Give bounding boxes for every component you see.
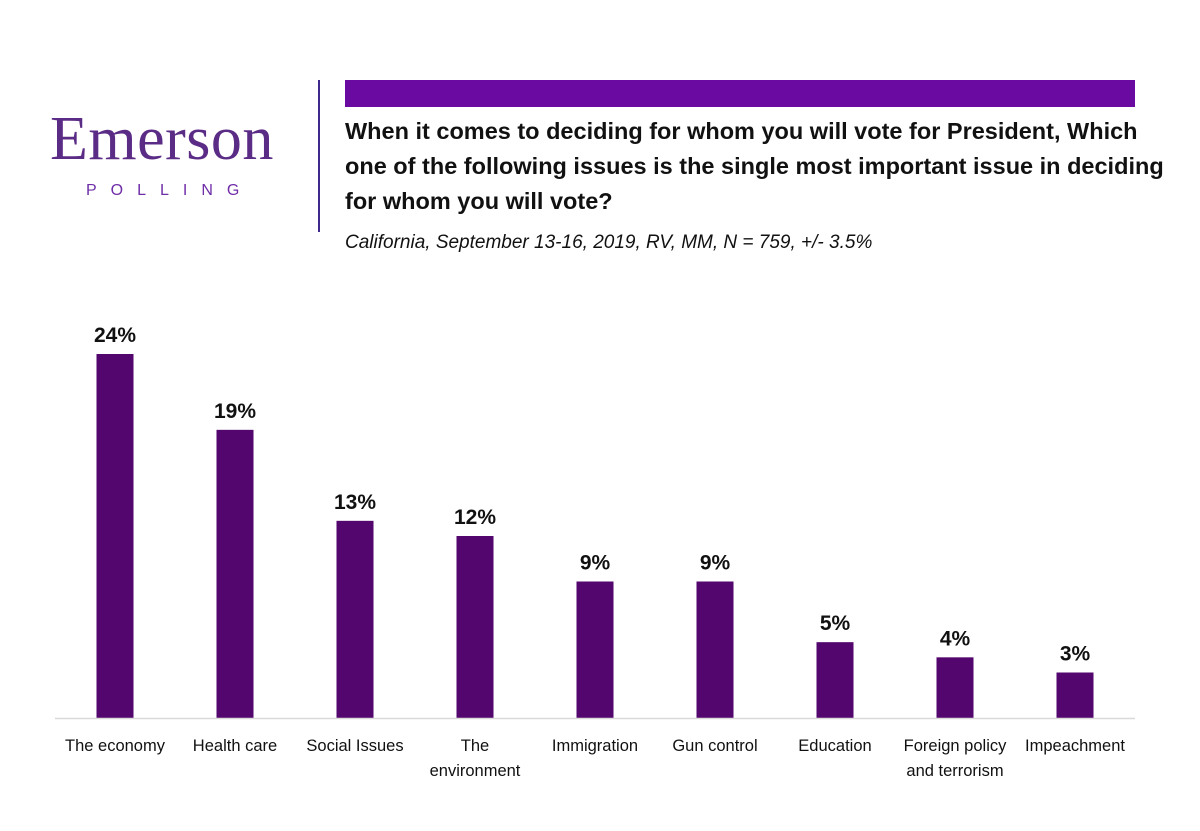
category-label-6: Education bbox=[798, 737, 871, 755]
header-accent-bar bbox=[345, 80, 1135, 107]
category-label-4: Immigration bbox=[552, 737, 638, 755]
data-label-1: 19% bbox=[214, 400, 256, 423]
category-label-2: Social Issues bbox=[306, 737, 403, 755]
bar-3 bbox=[456, 536, 494, 718]
header-divider bbox=[318, 80, 320, 232]
category-label-7-line-1: and terrorism bbox=[906, 762, 1003, 780]
bar-0 bbox=[96, 354, 134, 718]
bar-7 bbox=[936, 657, 974, 718]
data-label-2: 13% bbox=[334, 491, 376, 514]
category-label-5: Gun control bbox=[672, 737, 757, 755]
bar-6 bbox=[816, 642, 854, 718]
category-label-3-line-1: environment bbox=[430, 762, 521, 780]
category-label-0: The economy bbox=[65, 737, 166, 755]
category-label-7-line-0: Foreign policy bbox=[904, 737, 1007, 755]
data-label-8: 3% bbox=[1060, 643, 1091, 666]
bar-4 bbox=[576, 581, 614, 718]
data-label-7: 4% bbox=[940, 627, 971, 650]
chart-subtitle: California, September 13-16, 2019, RV, M… bbox=[345, 232, 873, 253]
data-label-5: 9% bbox=[700, 552, 731, 575]
bar-8 bbox=[1056, 672, 1094, 718]
logo-subtitle: POLLING bbox=[86, 182, 254, 199]
category-label-1: Health care bbox=[193, 737, 277, 755]
category-label-3-line-0: The bbox=[461, 737, 489, 755]
data-label-6: 5% bbox=[820, 612, 851, 635]
bar-5 bbox=[696, 581, 734, 718]
data-label-0: 24% bbox=[94, 324, 136, 347]
bar-2 bbox=[336, 520, 374, 718]
bar-1 bbox=[216, 429, 254, 718]
data-label-3: 12% bbox=[454, 506, 496, 529]
chart-title: When it comes to deciding for whom you w… bbox=[345, 118, 1164, 214]
logo-wordmark: Emerson bbox=[50, 105, 274, 173]
category-label-8: Impeachment bbox=[1025, 737, 1125, 755]
data-label-4: 9% bbox=[580, 552, 611, 575]
